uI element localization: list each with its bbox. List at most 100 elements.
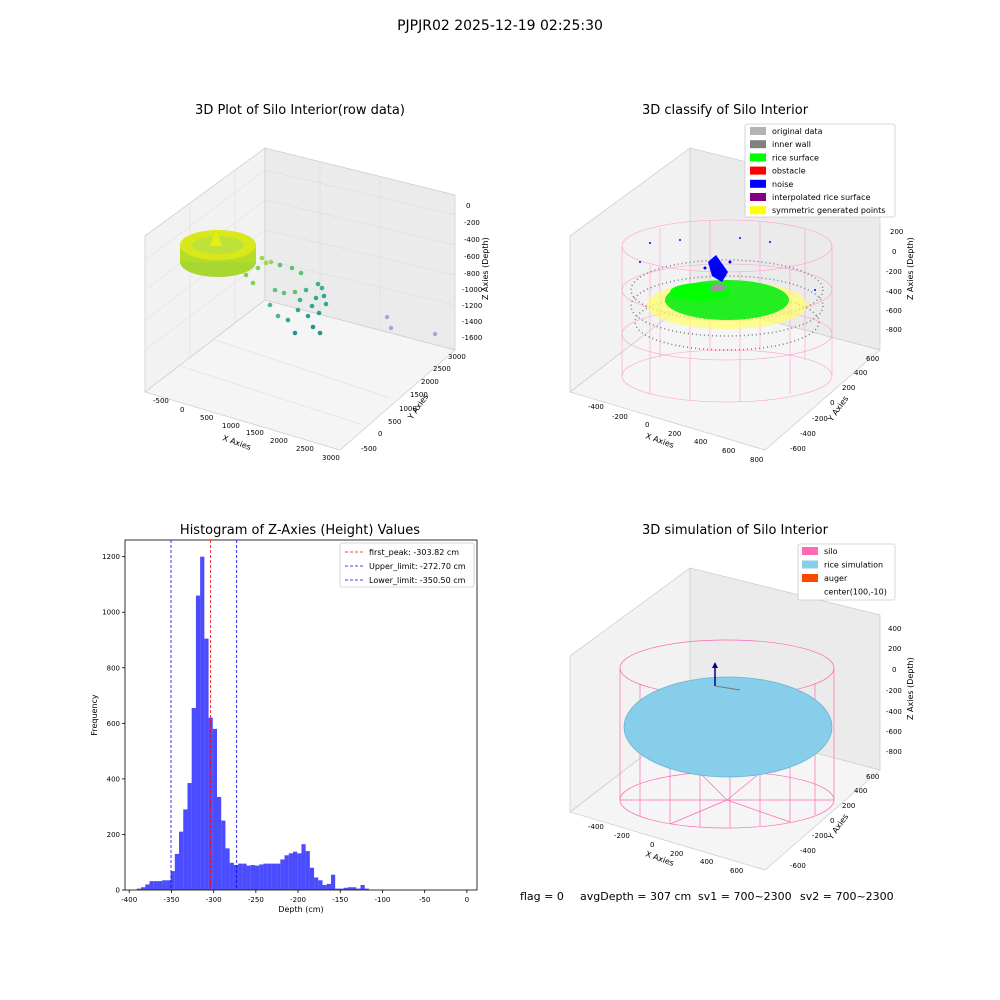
histogram-bar-12 [187,783,192,890]
histogram-bar-3 [149,881,154,890]
raw-xtick-6: 2500 [296,445,314,453]
histogram-bar-11 [183,809,188,890]
status-sv1: sv1 = 700~2300 [698,890,792,903]
histogram-bar-27 [250,865,255,890]
classify-xtick-2: 0 [645,421,649,429]
simulation-xtick-4: 400 [700,858,713,866]
histogram-bar-35 [284,855,289,890]
histogram-ytick-label-3: 600 [107,720,120,728]
classify-xtick-4: 400 [694,438,707,446]
classify-plot-title: 3D classify of Silo Interior [641,103,809,118]
simulation-ytick-0: -600 [790,862,806,870]
simulation-ytick-5: 400 [854,787,867,795]
simulation-auger [712,662,741,691]
histogram-bar-6 [162,880,167,890]
simulation-ztick-2: 0 [892,666,896,674]
histogram-bar-21 [225,848,230,890]
classify-ytick-3: 0 [830,399,834,407]
histogram-bar-8 [170,871,175,890]
classify-ztick-3: -400 [886,288,902,296]
raw-scatter-points [243,255,438,337]
raw-ztick-8: -1600 [462,334,482,342]
simulation-legend-swatch-2 [802,574,818,582]
classify-inner-wall-points [630,259,824,351]
raw-ytick-4: 1500 [410,391,428,399]
simulation-ytick-6: 600 [866,773,879,781]
histogram-bar-19 [217,796,222,890]
raw-z-axis-label: Z Axies (Depth) [481,237,490,300]
histogram-legend: first_peak: -303.82 cm Upper_limit: -272.… [339,542,475,588]
raw-ztick-4: -800 [464,270,480,278]
histogram-xtick-label-0: -400 [121,896,137,904]
simulation-3d-ticks: -400 -200 0 200 400 600 -600 -400 -200 0… [588,625,902,875]
histogram-ytick-label-1: 200 [107,831,120,839]
simulation-ztick-5: -600 [886,728,902,736]
classify-legend-swatch-3 [750,166,766,175]
histogram-bar-49 [343,887,348,890]
simulation-ytick-1: -400 [800,847,816,855]
simulation-legend: silo rice simulation auger center(100,-10) [797,543,896,601]
histogram-bar-2 [145,884,150,890]
raw-xtick-0: -500 [153,397,169,405]
histogram-bar-15 [200,556,205,890]
figure-suptitle: PJPJR02 2025-12-19 02:25:30 [397,18,603,34]
histogram-bar-22 [229,862,234,890]
raw-ytick-7: 3000 [448,353,466,361]
simulation-xtick-1: -200 [614,832,630,840]
simulation-legend-label-0: silo [824,547,838,556]
classify-legend-label-0: original data [772,127,823,136]
histogram-bar-51 [352,887,357,890]
histogram-bar-34 [280,859,285,890]
histogram-xtick-label-7: -50 [419,896,430,904]
raw-xtick-7: 3000 [322,454,340,462]
histogram-bar-40 [305,851,310,890]
histogram-bar-37 [292,851,298,890]
raw-xtick-2: 500 [200,414,213,422]
histogram-ytick-label-0: 0 [116,887,120,895]
simulation-ztick-1: 200 [888,645,901,653]
classify-rice-surface [665,280,789,320]
raw-xtick-1: 0 [180,406,184,414]
classify-ztick-1: 0 [892,248,896,256]
simulation-plot-title: 3D simulation of Silo Interior [642,523,828,538]
histogram-bar-54 [364,888,369,890]
histogram-bar-16 [204,638,209,890]
histogram-bar-29 [259,864,264,890]
simulation-legend-label-2: auger [824,574,848,583]
simulation-legend-label-1: rice simulation [824,561,883,570]
histogram-bar-28 [254,865,260,890]
histogram-bar-17 [208,717,213,890]
simulation-ztick-6: -800 [886,748,902,756]
histogram-bar-44 [322,885,327,890]
histogram-bar-1 [141,887,146,890]
histogram-y-ticks: 0 200 400 600 800 1000 1200 [102,553,125,895]
simulation-xtick-5: 600 [730,867,743,875]
histogram-bar-7 [166,880,171,890]
histogram-legend-label-1: Upper_limit: -272.70 cm [369,562,466,571]
raw-ztick-7: -1400 [462,318,482,326]
histogram-bar-52 [356,888,361,890]
histogram-bar-36 [288,853,293,890]
classify-legend-swatch-5 [750,193,766,201]
raw-ytick-0: -500 [361,445,377,453]
classify-legend-swatch-1 [750,140,766,149]
classify-legend-swatch-0 [750,127,766,135]
histogram-xtick-label-1: -350 [163,896,179,904]
classify-ytick-1: -400 [800,430,816,438]
histogram-bar-38 [297,853,302,890]
classify-ztick-0: 200 [890,228,903,236]
simulation-legend-swatch-0 [802,547,818,555]
classify-legend-label-1: inner wall [772,140,811,149]
classify-xtick-6: 800 [750,456,763,464]
classify-xtick-3: 200 [668,430,681,438]
histogram-bar-32 [271,863,277,890]
raw-xtick-5: 2000 [270,437,288,445]
histogram-bar-13 [191,708,196,890]
histogram-bars [136,556,369,890]
histogram-bar-39 [301,844,306,890]
raw-xtick-3: 1000 [222,422,240,430]
raw-ytick-3: 1000 [399,405,417,413]
